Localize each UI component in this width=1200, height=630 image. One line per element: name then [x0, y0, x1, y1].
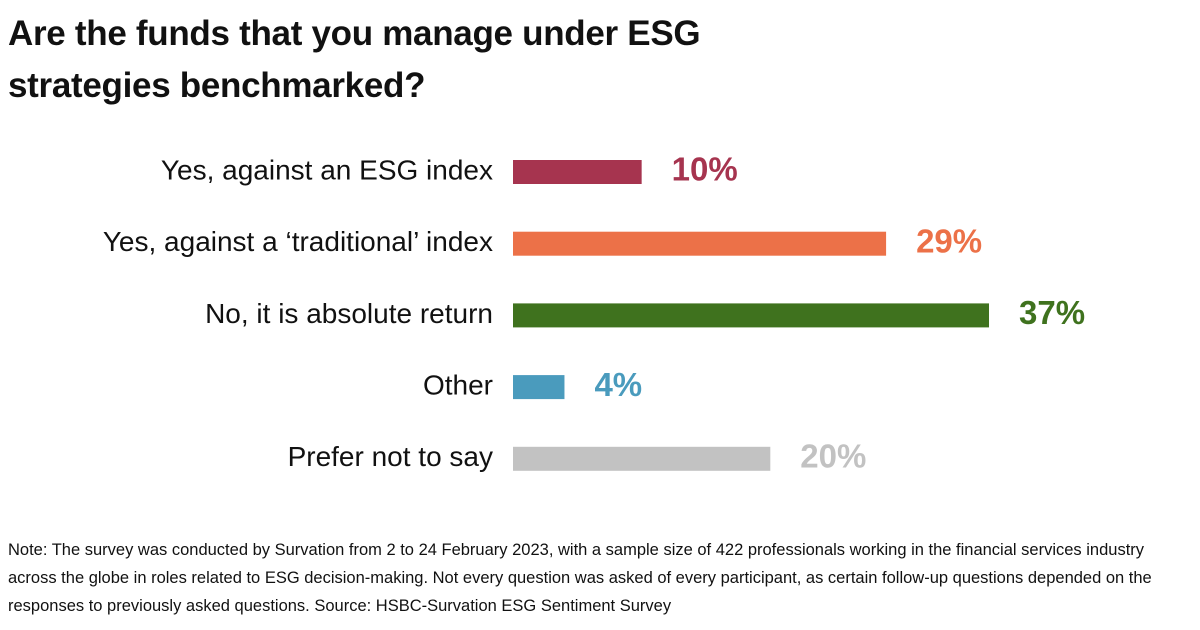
value-label: 4%: [594, 366, 642, 403]
category-label: Yes, against a ‘traditional’ index: [103, 226, 493, 257]
category-label: Yes, against an ESG index: [161, 154, 493, 185]
value-label: 29%: [916, 222, 982, 259]
bar: [513, 375, 565, 400]
chart: Yes, against an ESG index 10% Yes, against…: [103, 151, 1085, 475]
chart-title: Are the funds that you manage under ESG …: [8, 14, 701, 105]
category-label: No, it is absolute return: [205, 298, 493, 329]
bar: [513, 160, 642, 184]
category-label: Other: [423, 369, 493, 400]
value-label: 20%: [800, 438, 866, 475]
value-label: 37%: [1019, 294, 1085, 331]
bar: [513, 303, 990, 328]
category-label: Prefer not to say: [288, 441, 493, 472]
note: Note: The survey was conducted by Survat…: [8, 541, 1152, 615]
bar: [513, 446, 771, 471]
bar: [513, 231, 887, 256]
value-label: 10%: [672, 151, 738, 188]
